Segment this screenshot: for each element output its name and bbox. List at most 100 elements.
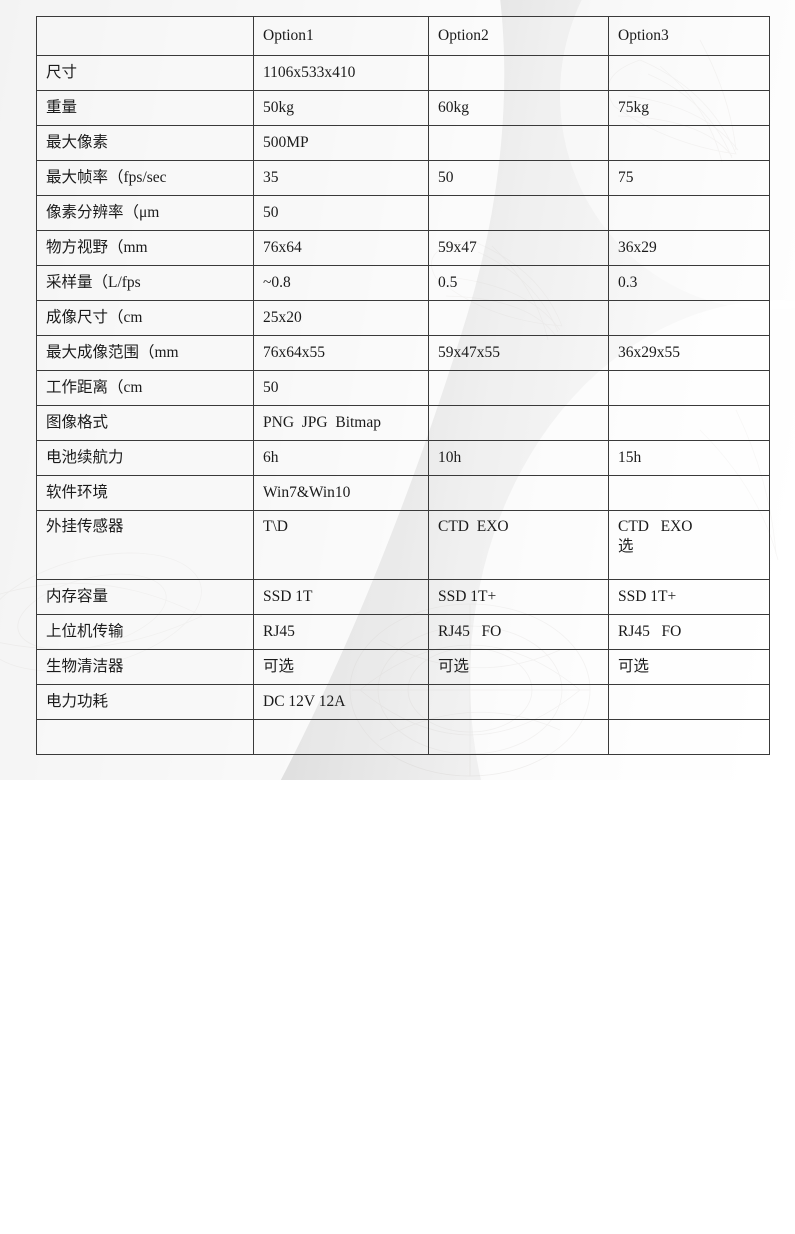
spec-table-container: Option1 Option2 Option3 尺寸 1106x533x410 … [36, 16, 770, 755]
cell-option1: T\D [253, 510, 429, 580]
row-label: 重量 [36, 90, 254, 126]
row-label: 尺寸 [36, 55, 254, 91]
row-label: 工作距离（cm [36, 370, 254, 406]
table-header-blank [36, 16, 254, 56]
table-row: 采样量（L/fps ~0.8 0.5 0.3 [36, 265, 770, 301]
cell-option3: 36x29x55 [608, 335, 770, 371]
cell-option3: 75 [608, 160, 770, 196]
cell-option2: CTD EXO [428, 510, 609, 580]
cell-option1: RJ45 [253, 614, 429, 650]
cell-option2 [428, 370, 609, 406]
table-row: 工作距离（cm 50 [36, 370, 770, 406]
row-label: 像素分辨率（μm [36, 195, 254, 231]
cell-option1: 50 [253, 195, 429, 231]
cell-option3 [608, 405, 770, 441]
row-label: 采样量（L/fps [36, 265, 254, 301]
cell-option1: 25x20 [253, 300, 429, 336]
cell-option2: 59x47x55 [428, 335, 609, 371]
cell-option2: SSD 1T+ [428, 579, 609, 615]
table-header-option3: Option3 [608, 16, 770, 56]
cell-option3 [608, 300, 770, 336]
cell-option3 [608, 475, 770, 511]
table-row: 上位机传输 RJ45 RJ45 FO RJ45 FO [36, 614, 770, 650]
cell-option2 [428, 475, 609, 511]
table-row: 最大帧率（fps/sec 35 50 75 [36, 160, 770, 196]
specification-table: Option1 Option2 Option3 尺寸 1106x533x410 … [36, 16, 770, 755]
cell-option2: 60kg [428, 90, 609, 126]
cell-option1: SSD 1T [253, 579, 429, 615]
row-label: 最大成像范围（mm [36, 335, 254, 371]
cell-option1: 6h [253, 440, 429, 476]
table-row: 物方视野（mm 76x64 59x47 36x29 [36, 230, 770, 266]
cell-option3: 75kg [608, 90, 770, 126]
cell-option1: PNG JPG Bitmap [253, 405, 429, 441]
row-label: 电力功耗 [36, 684, 254, 720]
cell-option3: 15h [608, 440, 770, 476]
cell-option1 [253, 719, 429, 755]
table-row: 生物清洁器 可选 可选 可选 [36, 649, 770, 685]
cell-option3: SSD 1T+ [608, 579, 770, 615]
cell-option1: 500MP [253, 125, 429, 161]
cell-option3 [608, 125, 770, 161]
row-label: 软件环境 [36, 475, 254, 511]
table-row: 尺寸 1106x533x410 [36, 55, 770, 91]
table-row: 外挂传感器 T\D CTD EXO CTD EXO 选 [36, 510, 770, 580]
cell-option1: 50kg [253, 90, 429, 126]
row-label: 最大帧率（fps/sec [36, 160, 254, 196]
cell-option2: 0.5 [428, 265, 609, 301]
cell-option3: RJ45 FO [608, 614, 770, 650]
cell-option1: 50 [253, 370, 429, 406]
cell-option3: CTD EXO 选 [608, 510, 770, 580]
table-row: 电池续航力 6h 10h 15h [36, 440, 770, 476]
row-label: 最大像素 [36, 125, 254, 161]
cell-option3 [608, 719, 770, 755]
cell-option2 [428, 405, 609, 441]
cell-option2 [428, 125, 609, 161]
cell-option3: 可选 [608, 649, 770, 685]
cell-option2 [428, 300, 609, 336]
cell-option2: 可选 [428, 649, 609, 685]
cell-option1: 1106x533x410 [253, 55, 429, 91]
table-row-footer-blank [36, 719, 770, 755]
cell-option1: 76x64 [253, 230, 429, 266]
table-row: 像素分辨率（μm 50 [36, 195, 770, 231]
cell-option1: ~0.8 [253, 265, 429, 301]
row-label: 物方视野（mm [36, 230, 254, 266]
table-row: 成像尺寸（cm 25x20 [36, 300, 770, 336]
table-row: 电力功耗 DC 12V 12A [36, 684, 770, 720]
cell-option1: 76x64x55 [253, 335, 429, 371]
cell-option1: 35 [253, 160, 429, 196]
table-header-option2: Option2 [428, 16, 609, 56]
cell-option1: Win7&Win10 [253, 475, 429, 511]
cell-option3 [608, 195, 770, 231]
cell-option3 [608, 684, 770, 720]
table-row-header: Option1 Option2 Option3 [36, 16, 770, 56]
table-header-option1: Option1 [253, 16, 429, 56]
row-label: 内存容量 [36, 579, 254, 615]
cell-option3: 36x29 [608, 230, 770, 266]
table-row: 最大成像范围（mm 76x64x55 59x47x55 36x29x55 [36, 335, 770, 371]
cell-option2: RJ45 FO [428, 614, 609, 650]
cell-option2 [428, 195, 609, 231]
cell-option3 [608, 370, 770, 406]
row-label: 外挂传感器 [36, 510, 254, 580]
row-label [36, 719, 254, 755]
cell-option2 [428, 55, 609, 91]
cell-option3 [608, 55, 770, 91]
cell-option2 [428, 684, 609, 720]
table-row: 最大像素 500MP [36, 125, 770, 161]
row-label: 成像尺寸（cm [36, 300, 254, 336]
row-label: 上位机传输 [36, 614, 254, 650]
cell-option2: 10h [428, 440, 609, 476]
row-label: 生物清洁器 [36, 649, 254, 685]
cell-option1: DC 12V 12A [253, 684, 429, 720]
table-row: 软件环境 Win7&Win10 [36, 475, 770, 511]
cell-option2 [428, 719, 609, 755]
table-row: 图像格式 PNG JPG Bitmap [36, 405, 770, 441]
row-label: 电池续航力 [36, 440, 254, 476]
row-label: 图像格式 [36, 405, 254, 441]
table-row: 重量 50kg 60kg 75kg [36, 90, 770, 126]
table-row: 内存容量 SSD 1T SSD 1T+ SSD 1T+ [36, 579, 770, 615]
cell-option3: 0.3 [608, 265, 770, 301]
cell-option2: 50 [428, 160, 609, 196]
